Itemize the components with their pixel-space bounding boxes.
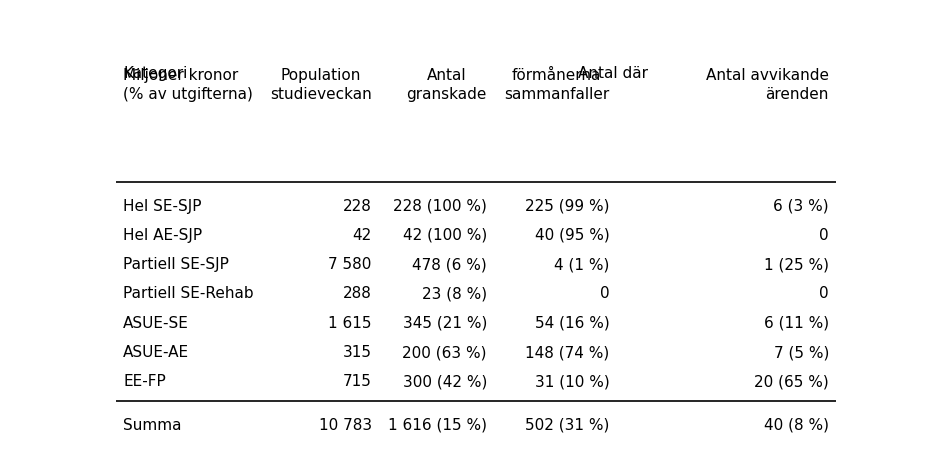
Text: 288: 288: [342, 286, 371, 301]
Text: Miljoner kronor
(% av utgifterna): Miljoner kronor (% av utgifterna): [123, 68, 253, 101]
Text: förmånerna
sammanfaller: förmånerna sammanfaller: [504, 68, 609, 101]
Text: 228 (100 %): 228 (100 %): [393, 198, 486, 213]
Text: 54 (16 %): 54 (16 %): [534, 315, 609, 330]
Text: 40 (95 %): 40 (95 %): [534, 227, 609, 242]
Text: ASUE-AE: ASUE-AE: [123, 344, 189, 359]
Text: 345 (21 %): 345 (21 %): [402, 315, 486, 330]
Text: Antal avvikande
ärenden: Antal avvikande ärenden: [705, 68, 828, 101]
Text: Partiell SE-Rehab: Partiell SE-Rehab: [123, 286, 253, 301]
Text: 0: 0: [818, 286, 828, 301]
Text: 148 (74 %): 148 (74 %): [524, 344, 609, 359]
Text: 23 (8 %): 23 (8 %): [421, 286, 486, 301]
Text: 478 (6 %): 478 (6 %): [412, 257, 486, 272]
Text: 4 (1 %): 4 (1 %): [553, 257, 609, 272]
Text: 6 (3 %): 6 (3 %): [772, 198, 828, 213]
Text: 42: 42: [352, 227, 371, 242]
Text: Antal där: Antal där: [577, 66, 647, 81]
Text: 7 580: 7 580: [328, 257, 371, 272]
Text: 42 (100 %): 42 (100 %): [402, 227, 486, 242]
Text: 1 616 (15 %): 1 616 (15 %): [388, 417, 486, 432]
Text: 6 (11 %): 6 (11 %): [763, 315, 828, 330]
Text: ASUE-SE: ASUE-SE: [123, 315, 189, 330]
Text: 300 (42 %): 300 (42 %): [402, 374, 486, 388]
Text: Population
studieveckan: Population studieveckan: [270, 68, 371, 101]
Text: 200 (63 %): 200 (63 %): [402, 344, 486, 359]
Text: 315: 315: [342, 344, 371, 359]
Text: 10 783: 10 783: [318, 417, 371, 432]
Text: Antal
granskade: Antal granskade: [406, 68, 486, 101]
Text: 7 (5 %): 7 (5 %): [773, 344, 828, 359]
Text: 1 (25 %): 1 (25 %): [763, 257, 828, 272]
Text: 0: 0: [818, 227, 828, 242]
Text: 1 615: 1 615: [328, 315, 371, 330]
Text: Hel SE-SJP: Hel SE-SJP: [123, 198, 201, 213]
Text: 502 (31 %): 502 (31 %): [524, 417, 609, 432]
Text: 715: 715: [342, 374, 371, 388]
Text: 0: 0: [599, 286, 609, 301]
Text: 31 (10 %): 31 (10 %): [534, 374, 609, 388]
Text: 225 (99 %): 225 (99 %): [524, 198, 609, 213]
Text: Kategori: Kategori: [123, 66, 187, 81]
Text: Partiell SE-SJP: Partiell SE-SJP: [123, 257, 229, 272]
Text: 228: 228: [342, 198, 371, 213]
Text: 40 (8 %): 40 (8 %): [763, 417, 828, 432]
Text: Summa: Summa: [123, 417, 182, 432]
Text: 20 (65 %): 20 (65 %): [754, 374, 828, 388]
Text: Hel AE-SJP: Hel AE-SJP: [123, 227, 202, 242]
Text: EE-FP: EE-FP: [123, 374, 166, 388]
